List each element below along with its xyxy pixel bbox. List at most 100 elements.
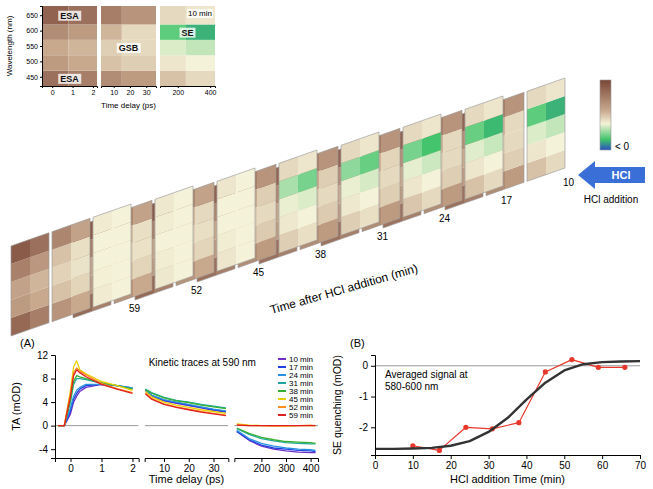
annotation: GSB [119,43,139,53]
heatmap-cell [422,114,441,139]
panel-label: 17 [501,195,513,206]
tick-label: 2 [130,463,136,474]
tick-label: 12 [37,350,49,361]
heatmap-cell [403,121,422,146]
panel [445,78,565,210]
series-point [596,365,601,370]
tick: 30 [208,458,220,474]
tick-mark [40,15,42,16]
heatmap-cell [484,96,503,121]
panel [259,132,379,264]
tick: 30 [143,86,151,96]
tick: 2 [130,458,136,474]
legend-swatch [278,374,286,376]
tick-label: 200 [254,463,271,474]
heatmap-cell [505,92,524,117]
heatmap-cell [101,24,122,39]
annotation: ESA [60,11,79,21]
tick-label: 2 [91,89,95,96]
panel [11,204,131,336]
heatmap-cell [236,168,255,193]
heatmap-cell [68,40,97,55]
heatmap-stack: 1017243138455259Time after HCl addition … [11,78,645,336]
panel-frame [279,150,317,253]
x-axis: 102030 [145,458,229,474]
tick-mark [70,458,71,462]
annotation: 580-600 nm [385,381,438,392]
axis-title: HCl addition Time (min) [450,473,565,485]
heatmap-cell [465,103,484,128]
panel-frame [217,168,255,271]
tick-mark [51,379,55,380]
tick-label: 10 [408,460,420,471]
tick-mark [371,427,375,428]
series-line [375,361,640,449]
tick-label: -1 [359,391,368,402]
tick-label: 400 [205,89,217,96]
heatmap-cell [195,182,214,207]
tick-mark [130,86,131,88]
panel-label: 31 [377,231,389,242]
panel-frame [155,186,193,289]
heatmap-cell [160,55,186,70]
reference-line [145,425,229,426]
tick-label: 450 [26,74,38,81]
panel [321,114,441,246]
axis-line [371,356,376,456]
tick-label: 400 [303,463,320,474]
heatmap-cell [443,110,462,135]
tick-label: 600 [26,27,38,34]
axis-line [51,356,56,459]
panel [135,168,255,300]
tick-mark [132,458,133,462]
tick: 1 [99,458,105,474]
tick-mark [101,458,102,462]
heatmap-cell [298,150,317,175]
tick-mark [375,455,376,459]
tick-label: 30 [484,460,496,471]
heatmap-cell [68,24,97,39]
heatmap-cell [42,55,68,70]
axis-line [40,7,43,87]
tick-mark [178,86,179,88]
tick: 300 [278,458,295,474]
tick: 200 [172,86,184,96]
heatmap-cell [93,211,112,236]
tick: 200 [254,458,271,474]
tick-mark [40,31,42,32]
tick-label: 0 [51,89,55,96]
axis-title: Wavelength (nm) [5,15,14,76]
heatmap-cell [42,24,68,39]
tick-mark [564,455,565,459]
tick-mark [146,86,147,88]
tick: 20 [446,455,458,471]
line-chart: -404812012102030200300400TA (mOD)Time de… [10,337,320,485]
tick-mark [371,366,375,367]
axis-line [43,87,98,89]
x-axis: 010203040506070 [373,455,647,471]
axis-line [161,87,216,89]
heatmap-cell [30,233,49,258]
tick-label: 0 [362,360,368,371]
heatmap-cell [174,186,193,211]
panel-frame [11,233,49,336]
heatmap-cell [527,85,546,110]
tick-mark [413,455,414,459]
heatmap-cell [112,204,131,229]
heatmap-cell [122,24,156,39]
heatmap-cell [186,71,215,86]
series-line [58,370,315,426]
series-line [58,361,315,426]
tick-label: -4 [39,444,48,455]
tick-mark [40,61,42,62]
y-axis: -2-10 [359,356,375,456]
tick-label: 40 [521,460,533,471]
tick-mark [371,397,375,398]
tick-label: 60 [597,460,609,471]
tick: 600 [26,27,42,34]
label-patch [187,9,213,18]
axis-title: Time after HCl addition (min) [268,261,419,317]
arrow-caption: HCl addition [584,194,638,205]
panel-label: 38 [315,249,327,260]
tick-mark [93,86,94,88]
